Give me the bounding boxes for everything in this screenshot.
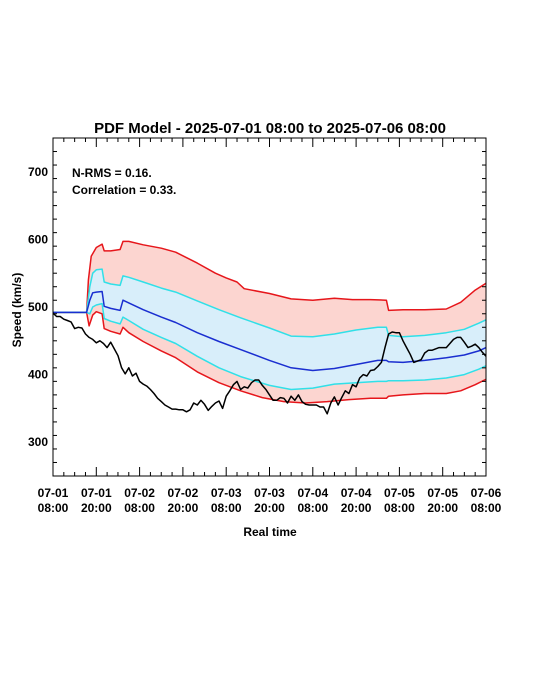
y-axis: 300 400 500 600 700	[28, 137, 486, 477]
x-tick-time-label: 08:00	[297, 501, 328, 515]
plot-area	[52, 240, 487, 415]
x-tick-time-label: 08:00	[38, 501, 69, 515]
x-tick-time-label: 08:00	[211, 501, 242, 515]
y-axis-label: Speed (km/s)	[10, 273, 24, 348]
x-tick-date-label: 07-02	[124, 486, 155, 500]
x-tick-date-label: 07-05	[384, 486, 415, 500]
correlation-annotation: Correlation = 0.33.	[72, 183, 176, 197]
x-tick-date-label: 07-05	[427, 486, 458, 500]
x-tick-time-label: 20:00	[427, 501, 458, 515]
series-line-observed	[52, 312, 487, 415]
series-line-upper-outer	[53, 240, 487, 314]
x-tick-date-label: 07-02	[168, 486, 199, 500]
x-tick-date-label: 07-04	[341, 486, 372, 500]
x-tick-time-label: 20:00	[341, 501, 372, 515]
y-tick-label: 300	[28, 435, 48, 449]
nrms-annotation: N-RMS = 0.16.	[72, 166, 152, 180]
x-tick-date-label: 07-03	[211, 486, 242, 500]
x-tick-date-label: 07-04	[297, 486, 328, 500]
x-tick-date-label: 07-01	[38, 486, 69, 500]
x-tick-time-label: 20:00	[254, 501, 285, 515]
x-tick-date-label: 07-01	[81, 486, 112, 500]
x-tick-time-label: 20:00	[81, 501, 112, 515]
x-axis: 07-0108:0007-0120:0007-0208:0007-0220:00…	[38, 138, 502, 515]
y-tick-label: 600	[28, 232, 48, 246]
x-tick-time-label: 08:00	[471, 501, 502, 515]
series-line-upper-inner	[53, 268, 487, 338]
x-tick-time-label: 08:00	[384, 501, 415, 515]
series-line-median	[53, 290, 487, 372]
x-tick-time-label: 20:00	[168, 501, 199, 515]
y-tick-label: 400	[28, 368, 48, 382]
x-axis-label: Real time	[243, 525, 297, 539]
chart-title: PDF Model - 2025-07-01 08:00 to 2025-07-…	[94, 120, 446, 137]
x-tick-time-label: 08:00	[124, 501, 155, 515]
series-line-lower-outer	[53, 310, 487, 404]
y-tick-label: 700	[28, 165, 48, 179]
inner-confidence-band	[53, 269, 486, 390]
series-line-lower-inner	[53, 302, 487, 391]
x-tick-date-label: 07-06	[471, 486, 502, 500]
y-tick-label: 500	[28, 300, 48, 314]
series-lines	[52, 240, 487, 415]
x-tick-date-label: 07-03	[254, 486, 285, 500]
